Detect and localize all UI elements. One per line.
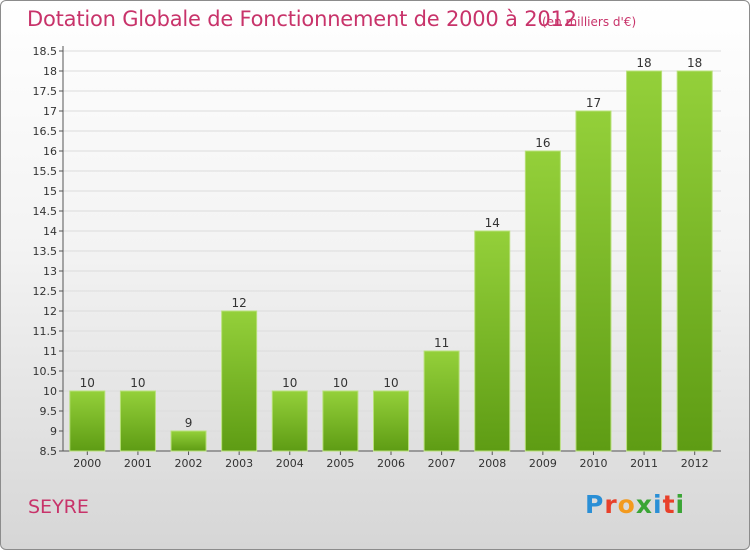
y-tick-label: 16.5	[33, 125, 58, 138]
y-tick-label: 16	[43, 145, 57, 158]
bar-2009	[524, 150, 561, 452]
value-label-2009: 16	[535, 136, 550, 150]
chart-title: Dotation Globale de Fonctionnement de 20…	[27, 7, 577, 31]
value-label-2008: 14	[485, 216, 500, 230]
y-tick-label: 12.5	[33, 285, 58, 298]
y-tick-label: 18	[43, 65, 57, 78]
bar-2011	[626, 70, 663, 452]
value-label-2001: 10	[130, 376, 145, 390]
x-tick-label-2012: 2012	[681, 457, 709, 470]
y-tick-label: 9	[50, 425, 57, 438]
value-label-2002: 9	[185, 416, 193, 430]
y-tick-label: 14.5	[33, 205, 58, 218]
value-label-2007: 11	[434, 336, 449, 350]
x-tick-label-2005: 2005	[326, 457, 354, 470]
y-tick-label: 12	[43, 305, 57, 318]
bar-2001	[119, 390, 156, 452]
y-tick-label: 8.5	[40, 445, 58, 458]
bars	[69, 70, 713, 452]
value-label-2006: 10	[383, 376, 398, 390]
x-tick-label-2000: 2000	[73, 457, 101, 470]
bar-2006	[373, 390, 409, 452]
commune-name: SEYRE	[28, 496, 89, 518]
value-label-2000: 10	[80, 376, 95, 390]
y-tick-label: 14	[43, 225, 57, 238]
y-tick-label: 18.5	[33, 45, 58, 58]
x-tick-label-2006: 2006	[377, 457, 405, 470]
y-tick-label: 13	[43, 265, 57, 278]
y-tick-label: 17	[43, 105, 57, 118]
value-label-2011: 18	[636, 56, 651, 70]
bar-2010	[575, 110, 612, 452]
value-label-2012: 18	[687, 56, 702, 70]
value-label-2003: 12	[232, 296, 247, 310]
x-tick-label-2010: 2010	[579, 457, 607, 470]
proxiti-logo[interactable]: Proxiti	[585, 490, 686, 519]
y-tick-label: 10	[43, 385, 57, 398]
value-label-2004: 10	[282, 376, 297, 390]
bar-2003	[221, 310, 258, 452]
bar-chart: 8.5 9 9.5 10 10.5 11 11.5 12 12.5 13 13.5 14 14.5 15 1…	[33, 45, 721, 470]
bar-2007	[423, 350, 460, 452]
axes: 8.5 9 9.5 10 10.5 11 11.5 12 12.5 13 13.5 14 14.5 15 1…	[33, 45, 721, 470]
x-tick-label-2011: 2011	[630, 457, 658, 470]
value-label-2010: 17	[586, 96, 601, 110]
x-tick-label-2001: 2001	[124, 457, 152, 470]
bar-2000	[69, 390, 106, 452]
bar-2012	[676, 70, 713, 452]
x-tick-label-2003: 2003	[225, 457, 253, 470]
x-tick-label-2004: 2004	[276, 457, 304, 470]
bar-2004	[271, 390, 308, 452]
y-tick-label: 11	[43, 345, 57, 358]
x-tick-label-2008: 2008	[478, 457, 506, 470]
x-tick-label-2007: 2007	[428, 457, 456, 470]
y-tick-label: 15	[43, 185, 57, 198]
value-label-2005: 10	[333, 376, 348, 390]
chart-subtitle: (en milliers d'€)	[542, 15, 637, 29]
y-tick-label: 17.5	[33, 85, 58, 98]
y-tick-label: 15.5	[33, 165, 58, 178]
bar-2002	[170, 430, 207, 452]
bar-2008	[474, 230, 511, 452]
value-labels: 10 10 9 12 10 10 10 11 14 16 17 18 18	[80, 56, 703, 430]
bar-2005	[322, 390, 359, 452]
y-tick-label: 9.5	[40, 405, 58, 418]
x-tick-label-2009: 2009	[529, 457, 557, 470]
y-tick-label: 13.5	[33, 245, 58, 258]
y-tick-label: 10.5	[33, 365, 58, 378]
x-tick-label-2002: 2002	[175, 457, 203, 470]
y-tick-label: 11.5	[33, 325, 58, 338]
